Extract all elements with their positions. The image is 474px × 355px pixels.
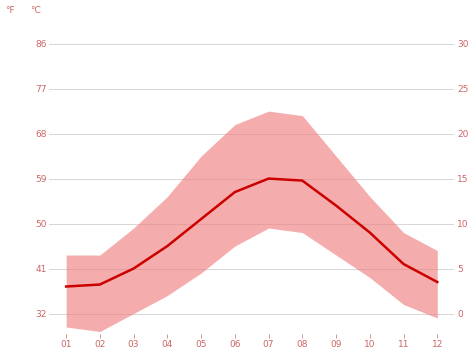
Text: °F: °F: [6, 6, 15, 15]
Text: °C: °C: [30, 6, 41, 15]
